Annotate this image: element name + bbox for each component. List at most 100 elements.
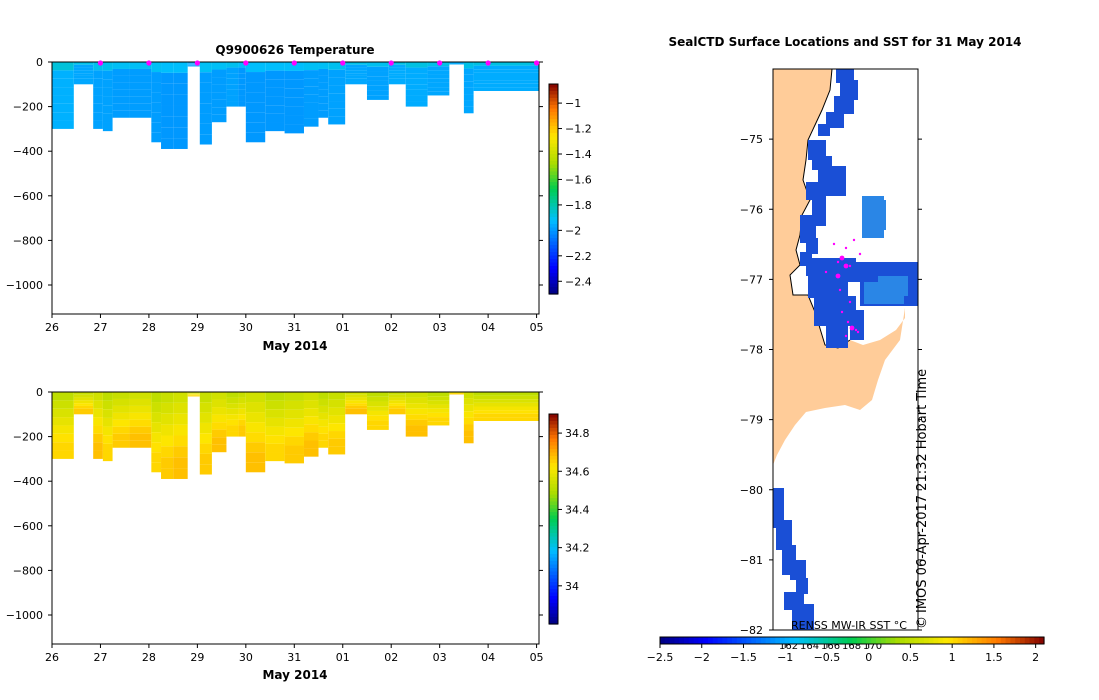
- sst-colorbar-step: [813, 637, 819, 644]
- section-cell: [102, 400, 113, 410]
- colorbar-step: [549, 266, 558, 271]
- section-cell: [427, 396, 450, 401]
- time-tick-label: 26: [45, 651, 59, 664]
- colorbar-step: [549, 129, 558, 134]
- section-cell: [102, 62, 113, 71]
- time-tick-label: 29: [190, 321, 204, 334]
- salinity-depth-axis: 0 −200 −400 −600 −800 −1000: [6, 386, 543, 622]
- colorbar-step: [549, 491, 558, 496]
- section-cell: [473, 406, 539, 411]
- section-cell: [238, 403, 246, 409]
- sst-colorbar-step: [852, 637, 858, 644]
- section-cell: [405, 408, 428, 415]
- section-cell: [173, 457, 188, 469]
- colorbar-step: [549, 227, 558, 232]
- section-cell: [427, 421, 450, 426]
- ocean-sst-fill: [773, 69, 918, 630]
- section-cell: [161, 105, 174, 117]
- section-cell: [427, 400, 450, 405]
- colorbar-step: [549, 283, 558, 288]
- colorbar-step: [549, 213, 558, 218]
- section-cell: [265, 105, 285, 114]
- colorbar-step: [549, 143, 558, 148]
- section-cell: [211, 422, 227, 430]
- section-cell: [73, 394, 94, 398]
- section-cell: [112, 398, 130, 406]
- sst-colorbar-step: [660, 637, 666, 644]
- sst-colorbar-step: [789, 637, 795, 644]
- section-cell: [473, 76, 539, 81]
- colorbar-step: [549, 554, 558, 559]
- colorbar-step: [549, 234, 558, 239]
- sst-colorbar-tick-label: −2: [694, 651, 710, 664]
- section-cell: [366, 85, 389, 91]
- section-cell: [211, 399, 227, 408]
- section-cell: [473, 87, 539, 91]
- sst-colorbar-step: [832, 637, 839, 644]
- section-cell: [129, 398, 152, 406]
- colorbar-step: [549, 238, 558, 243]
- section-cell: [463, 106, 474, 114]
- section-cell: [129, 103, 152, 111]
- sst-colorbar-step: [967, 637, 973, 644]
- section-cell: [463, 436, 474, 444]
- colorbar-step: [549, 157, 558, 162]
- section-cell: [318, 433, 329, 441]
- sst-colorbar-step: [880, 637, 887, 644]
- section-cell: [93, 450, 103, 459]
- temperature-section-cells: [52, 62, 539, 149]
- sst-colorbar-step: [775, 637, 781, 644]
- section-cell: [151, 392, 162, 403]
- colorbar-step: [549, 220, 558, 225]
- sst-colorbar-step: [684, 637, 690, 644]
- section-cell: [265, 62, 285, 71]
- section-cell: [161, 116, 174, 128]
- section-cell: [187, 394, 200, 395]
- colorbar-step: [549, 557, 558, 562]
- salinity-time-axis: 26 27 28 29 30 31 01 02 03 04 05: [45, 644, 544, 664]
- section-cell: [93, 400, 103, 409]
- depth-tick-label: −600: [13, 520, 43, 533]
- section-cell: [173, 413, 188, 425]
- section-cell: [388, 64, 406, 68]
- section-cell: [265, 87, 285, 97]
- section-cell: [303, 440, 319, 449]
- section-cell: [388, 411, 406, 415]
- section-cell: [129, 419, 152, 427]
- section-cell: [318, 398, 329, 406]
- section-cell: [112, 82, 130, 90]
- section-cell: [245, 132, 266, 143]
- section-cell: [238, 89, 246, 96]
- section-cell: [245, 432, 266, 443]
- colorbar-step: [549, 84, 558, 89]
- section-cell: [73, 75, 94, 79]
- colorbar-step: [549, 473, 558, 478]
- colorbar-step: [549, 287, 558, 292]
- section-cell: [345, 67, 367, 71]
- depth-tick-label: −400: [13, 475, 43, 488]
- section-cell: [463, 74, 474, 82]
- salinity-panel: 0 −200 −400 −600 −800 −1000 26 27 28 29 30 31 01 02 0…: [6, 386, 590, 682]
- temperature-title: Q9900626 Temperature: [215, 43, 374, 57]
- time-tick-label: 26: [45, 321, 59, 334]
- sst-colorbar-step: [770, 637, 776, 644]
- section-cell: [449, 62, 464, 64]
- section-cell: [199, 134, 212, 145]
- time-tick-label: 28: [142, 321, 156, 334]
- section-cell: [328, 423, 346, 432]
- section-cell: [151, 82, 162, 93]
- section-cell: [112, 419, 130, 427]
- section-cell: [52, 442, 74, 451]
- sst-colorbar-step: [1015, 637, 1021, 644]
- colorbar-step: [549, 112, 558, 117]
- section-cell: [226, 101, 239, 107]
- section-cell: [318, 103, 329, 111]
- colorbar-tick-label: 34: [565, 580, 579, 593]
- profile-marker: [437, 60, 443, 66]
- sst-ocean-cell: [834, 96, 854, 114]
- section-cell: [328, 77, 346, 86]
- temperature-panel: Q9900626 Temperature 0 −200 −400 −600 −800 −1…: [6, 43, 592, 353]
- section-cell: [328, 116, 346, 125]
- section-cell: [245, 452, 266, 463]
- colorbar-step: [549, 617, 558, 622]
